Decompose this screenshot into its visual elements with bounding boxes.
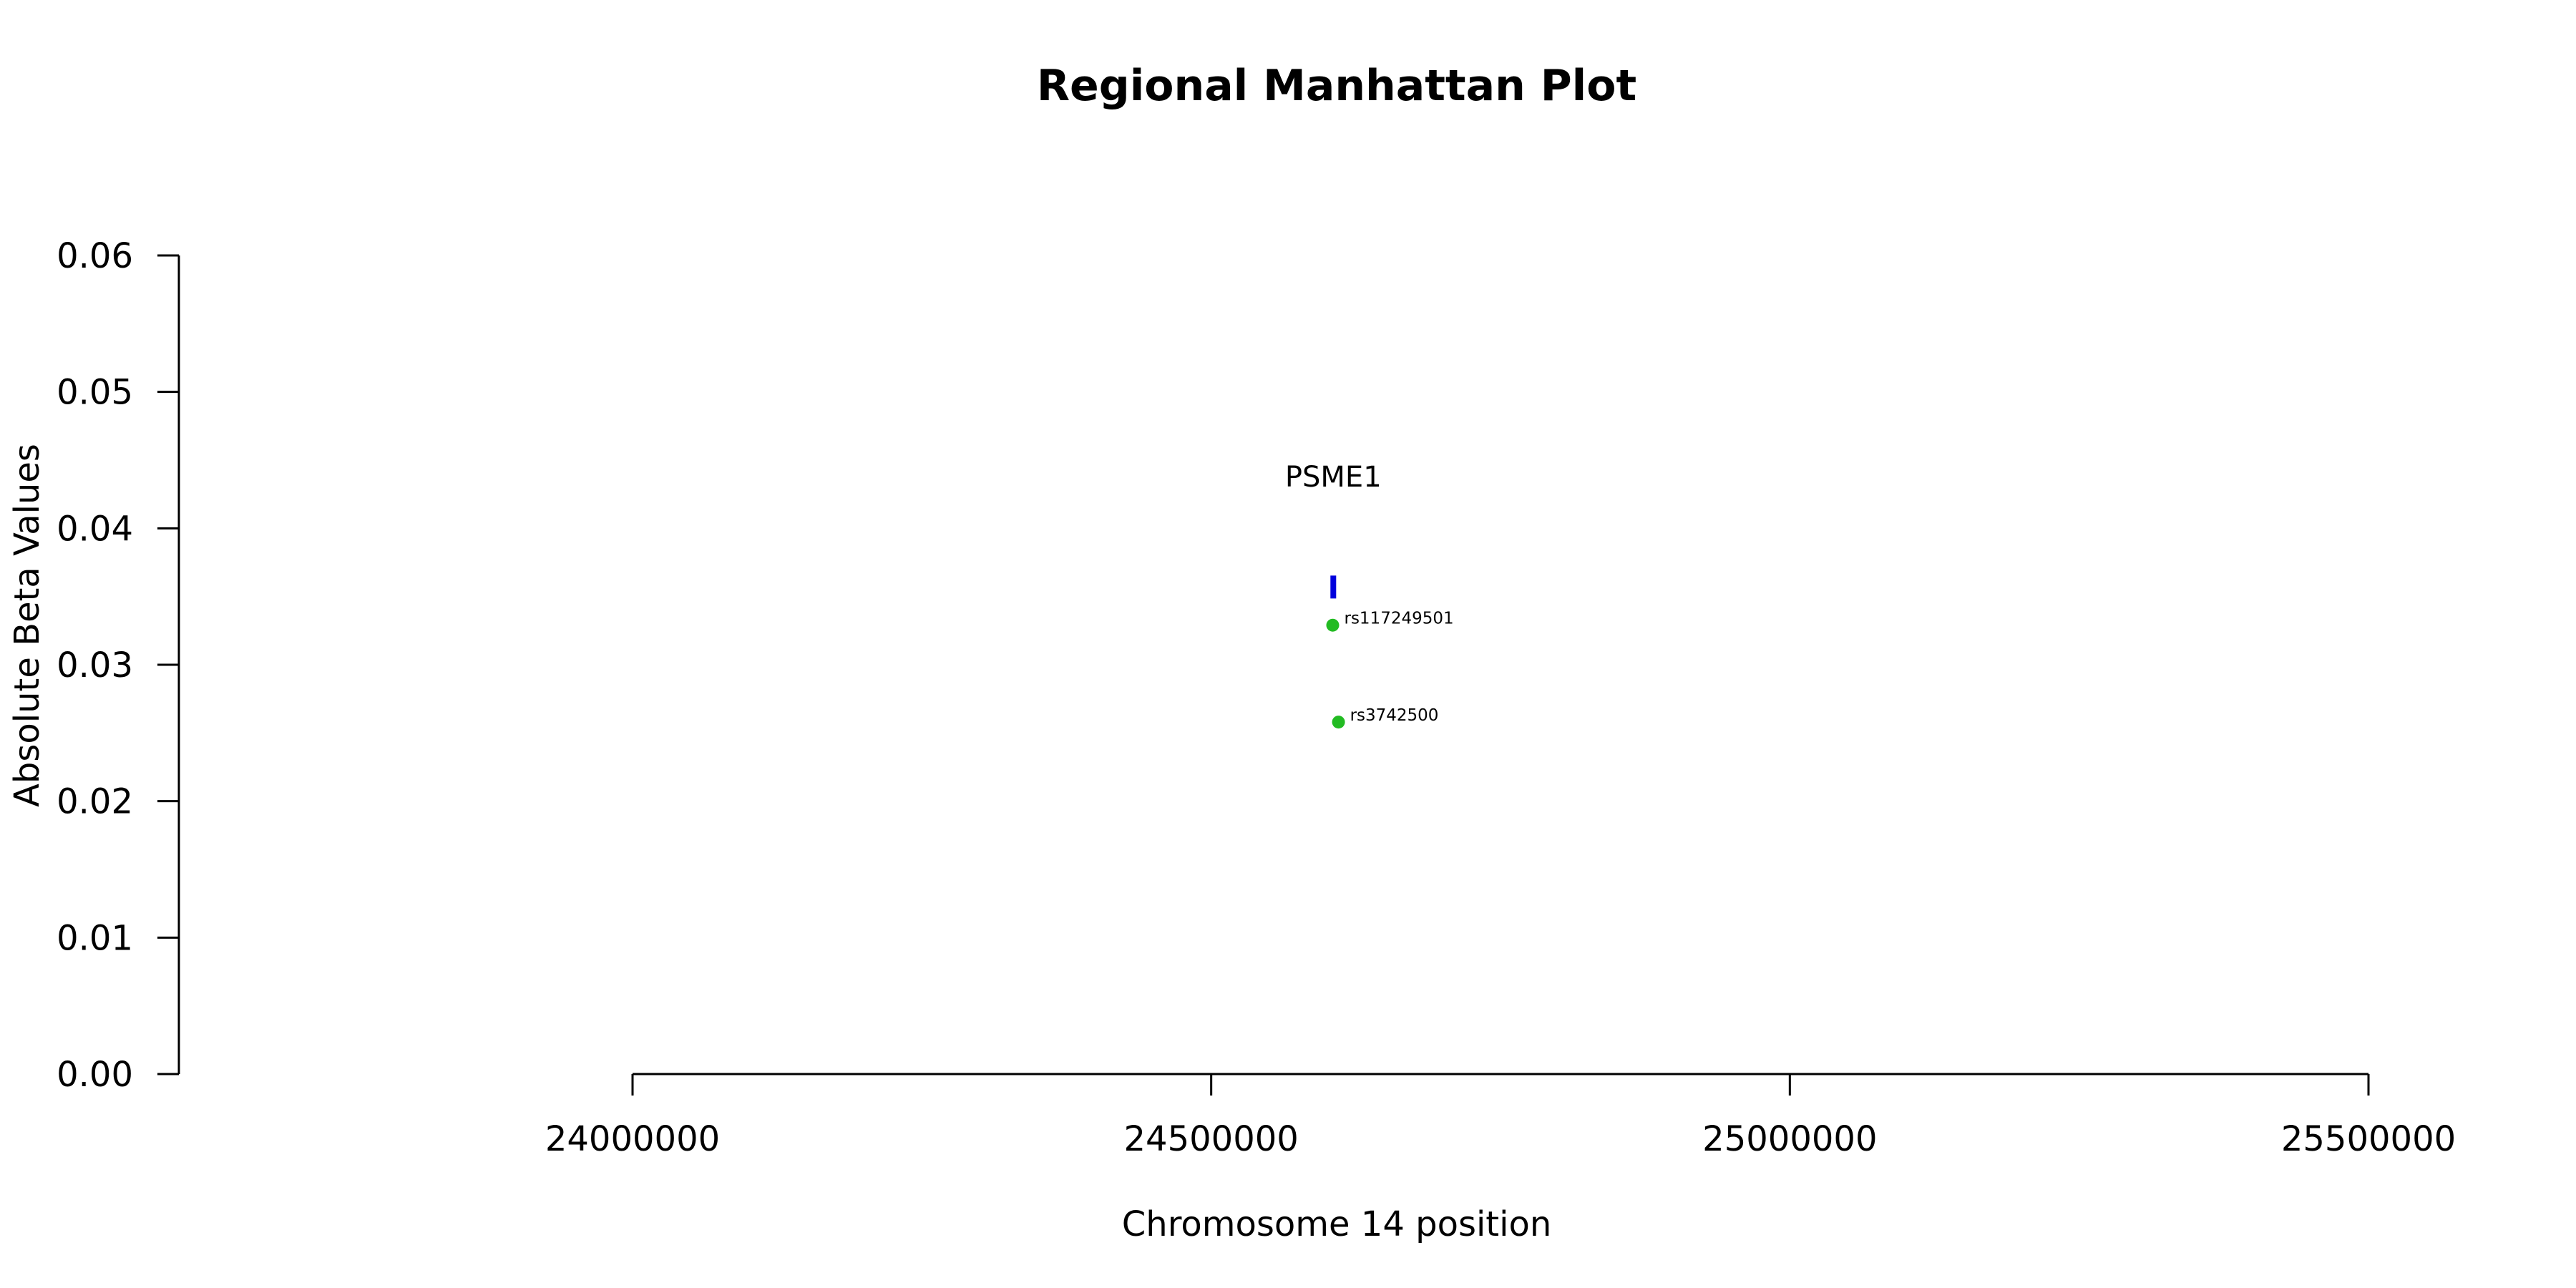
x-tick-label: 25000000: [1702, 1119, 1877, 1159]
y-tick-label: 0.04: [57, 509, 133, 549]
snp-label: rs117249501: [1344, 610, 1453, 628]
snp-label: rs3742500: [1350, 706, 1439, 725]
y-tick-label: 0.06: [57, 236, 133, 276]
x-tick-label: 24500000: [1124, 1119, 1299, 1159]
gene-annotations: PSME1: [1285, 461, 1382, 599]
y-tick-label: 0.03: [57, 645, 133, 686]
axes: 0.00 0.01 0.02 0.03 0.04 0.05 0.06 24000000 2450…: [57, 236, 2456, 1159]
x-tick-label: 24000000: [545, 1119, 720, 1159]
y-tick-label: 0.00: [57, 1055, 133, 1095]
snp-point: [1326, 618, 1340, 632]
gene-label: PSME1: [1285, 461, 1382, 494]
snp-points: rs117249501 rs3742500: [1326, 610, 1454, 729]
y-tick-label: 0.02: [57, 782, 133, 822]
y-axis-label: Absolute Beta Values: [7, 444, 47, 807]
snp-point: [1332, 716, 1345, 729]
x-axis-label: Chromosome 14 position: [1122, 1204, 1552, 1244]
x-tick-label: 25500000: [2281, 1119, 2456, 1159]
chart-title: Regional Manhattan Plot: [1037, 61, 1636, 111]
y-tick-label: 0.05: [57, 373, 133, 413]
y-tick-label: 0.01: [57, 918, 133, 958]
